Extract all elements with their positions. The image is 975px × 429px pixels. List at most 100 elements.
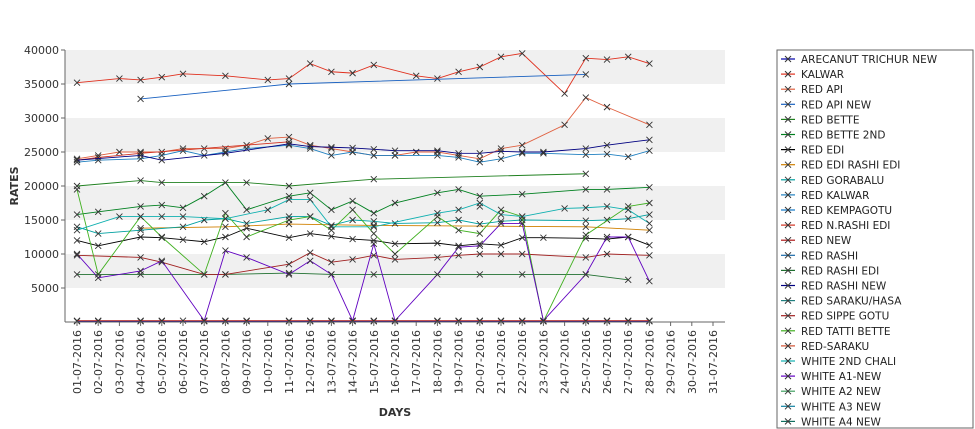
x-tick-label: 01-07-2016 [71, 330, 84, 394]
data-point [94, 208, 102, 216]
data-point [434, 317, 441, 324]
data-point [518, 220, 526, 227]
data-point [370, 318, 378, 325]
data-point [603, 250, 611, 258]
legend-label: WHITE 2ND CHALI [801, 356, 896, 368]
x-tick-label: 25-07-2016 [580, 330, 593, 394]
data-point [158, 201, 166, 209]
data-point [624, 215, 632, 222]
data-point [158, 318, 166, 325]
data-point [285, 80, 293, 88]
data-point [222, 215, 229, 222]
data-point [137, 254, 144, 261]
data-point [518, 271, 526, 278]
data-point [137, 177, 144, 184]
data-point [306, 213, 314, 220]
data-point [582, 254, 590, 261]
data-point [306, 143, 314, 150]
data-point [561, 205, 568, 212]
legend-swatch-marker [784, 55, 792, 63]
data-point [497, 148, 505, 155]
legend-item: WHITE 2ND CHALI [781, 356, 896, 368]
data-point [582, 170, 590, 178]
data-point [646, 317, 653, 324]
data-point [540, 317, 547, 324]
data-point [222, 223, 229, 231]
data-point [370, 209, 378, 217]
plot-background [65, 50, 725, 322]
x-tick-label: 17-07-2016 [410, 330, 423, 394]
x-tick-label: 20-07-2016 [474, 330, 487, 394]
data-point [603, 203, 611, 210]
data-point [582, 186, 590, 193]
data-point [222, 233, 229, 241]
legend-item: WHITE A3 NEW [781, 401, 881, 413]
grid-band [65, 84, 725, 118]
data-point [582, 204, 590, 212]
legend-swatch-marker [784, 176, 792, 184]
data-point [285, 317, 293, 324]
data-point [158, 152, 166, 159]
x-tick-label: 19-07-2016 [453, 330, 466, 394]
data-point [137, 76, 144, 84]
data-point [476, 318, 484, 325]
data-point [603, 317, 611, 324]
data-point [285, 216, 293, 224]
legend-label: RED RASHI EDI [801, 265, 879, 277]
data-point [73, 237, 81, 244]
x-axis-label: DAYS [379, 406, 412, 419]
series-line [77, 272, 629, 281]
x-tick-label: 11-07-2016 [283, 330, 296, 394]
data-point [434, 152, 441, 159]
x-tick-label: 14-07-2016 [347, 330, 360, 394]
data-point [94, 154, 102, 161]
data-point [137, 95, 144, 103]
data-point [497, 206, 505, 214]
data-point [582, 54, 590, 62]
data-point [306, 257, 314, 265]
data-point [518, 148, 526, 156]
data-point [370, 175, 378, 183]
data-point [222, 72, 229, 80]
data-point [624, 153, 632, 161]
data-point [646, 226, 653, 234]
data-point [200, 271, 208, 278]
data-point [137, 267, 144, 275]
data-point [646, 241, 653, 249]
data-point [370, 152, 378, 159]
data-point [391, 317, 399, 324]
legend-label: WHITE A4 NEW [801, 416, 881, 428]
data-point [434, 219, 441, 227]
data-point [603, 56, 611, 63]
data-point [518, 317, 526, 324]
legend-item: RED-SARAKU [781, 341, 869, 353]
data-point [561, 90, 568, 97]
y-axis-label: RATES [8, 166, 21, 205]
data-point [412, 72, 420, 80]
data-point [243, 318, 250, 325]
data-point [158, 317, 166, 324]
data-point [370, 271, 378, 278]
legend-swatch-marker [784, 387, 792, 395]
data-point [646, 147, 653, 154]
legend-swatch-marker [784, 70, 792, 78]
data-point [518, 250, 526, 258]
data-point [243, 220, 250, 227]
y-tick-label: 10000 [24, 248, 59, 261]
data-point [306, 318, 314, 325]
legend-item: WHITE A4 NEW [781, 416, 881, 428]
legend-label: RED BETTE 2ND [801, 130, 885, 142]
data-point [328, 145, 335, 152]
legend-label: KALWAR [801, 69, 844, 81]
data-point [73, 318, 81, 325]
data-point [94, 318, 102, 325]
legend-item: ARECANUT TRICHUR NEW [781, 54, 938, 66]
legend: ARECANUT TRICHUR NEW KALWAR RED API RED API… [776, 49, 974, 429]
data-point [455, 68, 462, 76]
data-point [391, 199, 399, 207]
data-point [370, 317, 378, 324]
legend-item: RED SIPPE GOTU [781, 311, 889, 323]
data-point [476, 242, 484, 250]
data-point [518, 141, 526, 149]
x-tick-label: 09-07-2016 [241, 330, 254, 394]
